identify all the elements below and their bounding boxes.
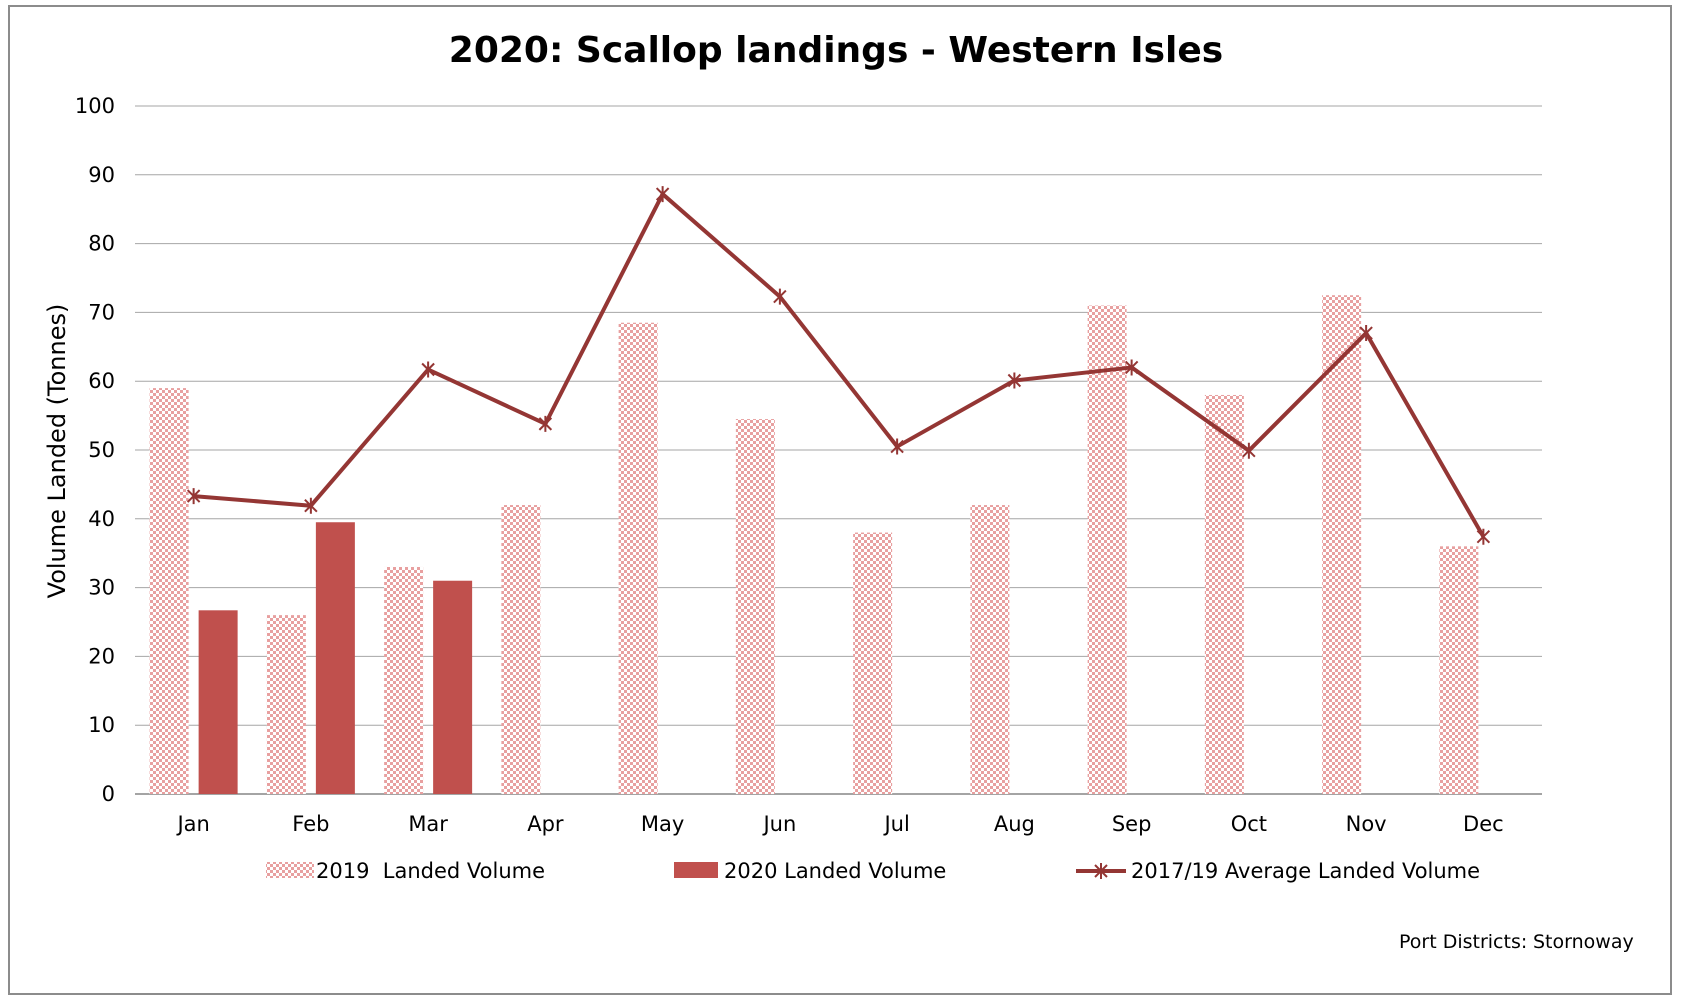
y-tick-label: 70 bbox=[88, 300, 115, 324]
average-point-oct bbox=[1242, 442, 1256, 459]
legend: 2019 Landed Volume 2020 Landed Volume 20… bbox=[266, 859, 1480, 883]
legend-label-2019: 2019 Landed Volume bbox=[316, 859, 545, 883]
average-point-feb bbox=[304, 497, 318, 514]
bar-2019-sep bbox=[1087, 305, 1127, 794]
bar-2020-mar bbox=[433, 580, 473, 794]
y-tick-labels: 0 10 20 30 40 50 60 70 80 90 100 bbox=[75, 94, 115, 806]
bars-2020 bbox=[198, 522, 473, 794]
legend-swatch-2020 bbox=[674, 862, 718, 878]
chart-title: 2020: Scallop landings - Western Isles bbox=[449, 30, 1223, 71]
average-point-jan bbox=[186, 488, 201, 505]
footnote-value: Stornoway bbox=[1533, 931, 1634, 953]
x-tick-label-oct: Oct bbox=[1231, 812, 1267, 836]
bar-2019-oct bbox=[1204, 394, 1244, 794]
bar-2020-jan bbox=[198, 610, 238, 794]
x-tick-label-mar: Mar bbox=[408, 812, 448, 836]
x-tick-label-aug: Aug bbox=[994, 812, 1035, 836]
x-tick-labels: Jan Feb Mar Apr May Jun Jul Aug Sep Oct Nov Dec bbox=[175, 812, 1503, 836]
y-tick-label: 80 bbox=[88, 232, 115, 256]
bar-2019-jan bbox=[149, 388, 189, 794]
average-line bbox=[193, 192, 1486, 538]
average-point-aug bbox=[1007, 372, 1022, 389]
chart-frame bbox=[8, 5, 1672, 995]
x-tick-label-may: May bbox=[641, 812, 684, 836]
y-tick-label: 20 bbox=[88, 644, 115, 668]
bar-2019-may bbox=[618, 322, 658, 794]
average-point-may bbox=[655, 186, 670, 203]
y-tick-label: 90 bbox=[88, 163, 115, 187]
footnote-label: Port Districts: bbox=[1399, 931, 1527, 953]
bar-2019-nov bbox=[1322, 295, 1362, 794]
x-tick-label-feb: Feb bbox=[292, 812, 329, 836]
average-point-dec bbox=[1476, 528, 1491, 545]
average-point-nov bbox=[1359, 325, 1373, 342]
x-tick-label-jun: Jun bbox=[761, 812, 796, 836]
x-tick-label-sep: Sep bbox=[1112, 812, 1152, 836]
x-tick-label-jul: Jul bbox=[882, 812, 909, 836]
bars-2019 bbox=[149, 295, 1479, 794]
y-tick-label: 60 bbox=[88, 369, 115, 393]
legend-marker-average bbox=[1094, 863, 1108, 879]
bar-2019-jun bbox=[735, 419, 775, 794]
legend-swatch-2019 bbox=[266, 862, 314, 878]
average-point-sep bbox=[1124, 359, 1139, 376]
average-point-jul bbox=[890, 438, 904, 455]
x-tick-label-jan: Jan bbox=[175, 812, 209, 836]
y-tick-label: 100 bbox=[75, 94, 115, 118]
bar-2019-mar bbox=[384, 566, 424, 794]
y-tick-label: 10 bbox=[88, 713, 115, 737]
y-axis-label: Volume Landed (Tonnes) bbox=[43, 304, 71, 599]
gridlines bbox=[135, 105, 1542, 795]
legend-label-2020: 2020 Landed Volume bbox=[724, 859, 946, 883]
bar-2019-dec bbox=[1439, 546, 1479, 794]
average-point-apr bbox=[538, 415, 553, 432]
bar-2019-apr bbox=[501, 505, 541, 794]
x-tick-label-dec: Dec bbox=[1463, 812, 1504, 836]
average-point-mar bbox=[421, 361, 435, 378]
x-tick-label-apr: Apr bbox=[527, 812, 564, 836]
y-tick-label: 50 bbox=[88, 438, 115, 462]
y-tick-label: 0 bbox=[102, 782, 115, 806]
average-point-jun bbox=[773, 288, 787, 305]
y-tick-label: 40 bbox=[88, 507, 115, 531]
bar-2019-feb bbox=[266, 615, 306, 794]
bar-2019-aug bbox=[970, 505, 1010, 794]
x-tick-label-nov: Nov bbox=[1346, 812, 1387, 836]
bar-2019-jul bbox=[853, 532, 893, 794]
bar-2020-feb bbox=[315, 522, 355, 794]
y-tick-label: 30 bbox=[88, 576, 115, 600]
legend-label-average: 2017/19 Average Landed Volume bbox=[1131, 859, 1480, 883]
average-line-series bbox=[186, 186, 1491, 545]
